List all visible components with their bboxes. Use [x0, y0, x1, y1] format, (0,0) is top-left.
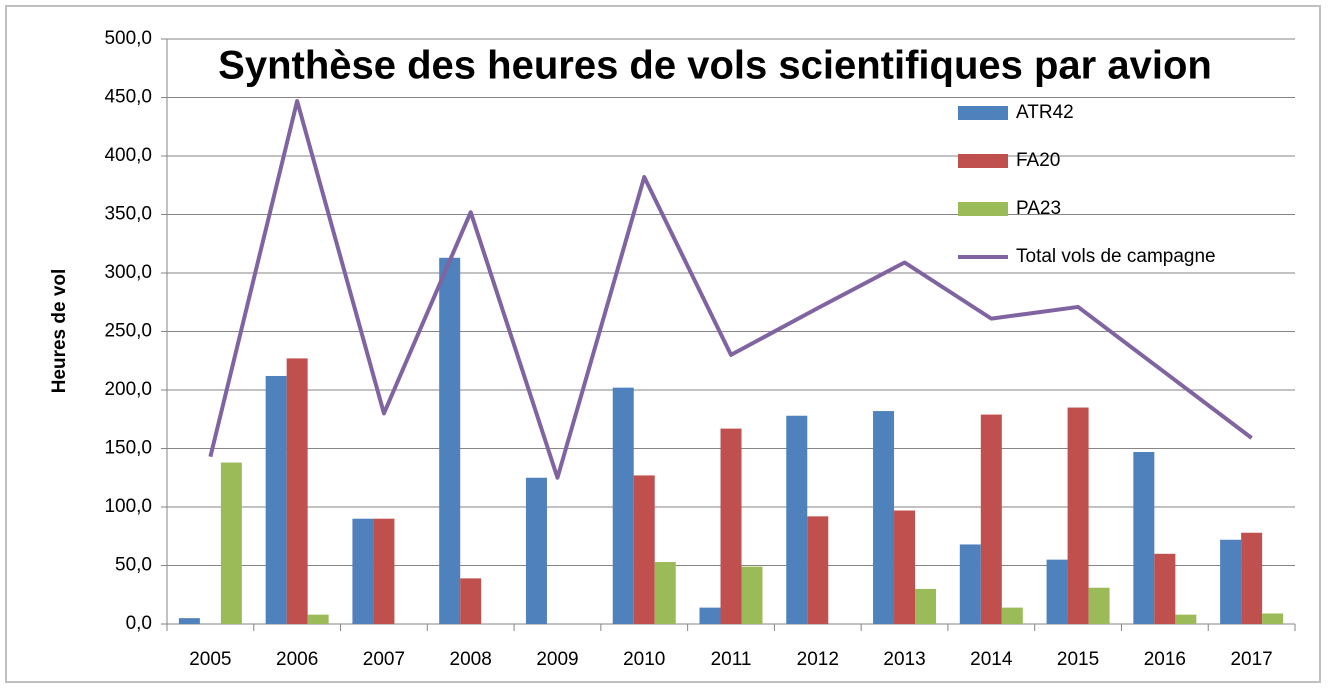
bar	[460, 578, 482, 624]
x-tick-label: 2008	[450, 649, 492, 670]
bar	[1067, 407, 1089, 624]
bar	[1154, 553, 1176, 624]
bar	[1088, 587, 1110, 624]
y-tick-label: 150,0	[104, 438, 152, 459]
bar	[894, 510, 916, 624]
bar	[959, 544, 981, 624]
bar	[1241, 532, 1263, 624]
chart-title: Synthèse des heures de vols scientifique…	[218, 44, 1212, 88]
bar	[1046, 559, 1068, 624]
legend-label: ATR42	[1016, 102, 1074, 123]
bar	[741, 566, 763, 624]
y-tick-label: 250,0	[104, 321, 152, 342]
x-tick-label: 2014	[970, 649, 1013, 670]
y-tick-label: 450,0	[104, 87, 152, 108]
y-tick-label: 50,0	[115, 555, 152, 576]
bar	[915, 588, 937, 624]
x-tick-label: 2017	[1230, 649, 1272, 670]
legend-label: FA20	[1016, 150, 1060, 171]
bar	[873, 411, 895, 624]
bar	[654, 561, 676, 624]
bar	[699, 607, 721, 624]
bar	[373, 518, 395, 624]
y-tick-label: 350,0	[104, 204, 152, 225]
bar	[352, 518, 374, 624]
x-tick-label: 2010	[623, 649, 665, 670]
legend-label: PA23	[1016, 198, 1061, 219]
y-tick-label: 0,0	[126, 613, 152, 634]
bar	[1001, 607, 1023, 624]
bar	[265, 375, 287, 624]
bar	[612, 387, 634, 624]
bar	[720, 428, 742, 624]
legend-swatch	[958, 202, 1008, 216]
y-tick-label: 100,0	[104, 496, 152, 517]
y-axis-label: Heures de vol	[49, 269, 70, 394]
x-tick-label: 2007	[363, 649, 405, 670]
bar	[286, 358, 308, 624]
bar	[1262, 613, 1284, 624]
legend-label: Total vols de campagne	[1016, 246, 1216, 267]
x-tick-label: 2011	[711, 649, 752, 670]
x-tick-label: 2005	[189, 649, 231, 670]
bar	[439, 257, 461, 624]
line	[208, 99, 1253, 480]
x-tick-label: 2006	[276, 649, 318, 670]
legend-swatch	[958, 106, 1008, 120]
bar	[307, 614, 329, 624]
bar	[220, 462, 242, 624]
x-tick-label: 2016	[1144, 649, 1186, 670]
x-tick-label: 2012	[797, 649, 839, 670]
legend-swatch	[958, 154, 1008, 168]
bar	[178, 618, 200, 624]
bar	[980, 414, 1002, 624]
y-tick-label: 200,0	[104, 379, 152, 400]
y-tick-label: 400,0	[104, 145, 152, 166]
y-tick-label: 300,0	[104, 262, 152, 283]
y-tick-label: 500,0	[104, 28, 152, 49]
bar	[786, 415, 808, 624]
x-tick-label: 2015	[1057, 649, 1099, 670]
bar	[1220, 539, 1242, 624]
x-tick-label: 2013	[883, 649, 925, 670]
bar	[807, 516, 829, 624]
bar	[1175, 614, 1197, 624]
x-tick-label: 2009	[536, 649, 578, 670]
bar	[633, 475, 655, 624]
bar	[1133, 452, 1155, 624]
bar	[525, 477, 547, 624]
